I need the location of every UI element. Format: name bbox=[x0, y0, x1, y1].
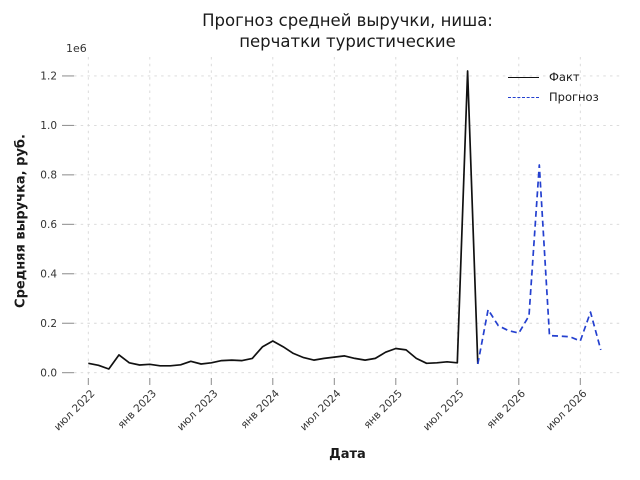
legend-entry-forecast: Прогноз bbox=[508, 87, 599, 107]
y-axis-offset-label: 1e6 bbox=[66, 42, 87, 55]
legend-label-forecast: Прогноз bbox=[549, 90, 599, 104]
x-axis-label: Дата bbox=[329, 447, 366, 462]
y-tick-label: 0.0 bbox=[40, 368, 57, 380]
x-tick-label: июл 2023 bbox=[175, 388, 221, 434]
x-tick-label: янв 2023 bbox=[115, 388, 158, 431]
x-tick-label: июл 2026 bbox=[544, 387, 590, 433]
fact-line-sample-icon bbox=[508, 76, 539, 78]
x-tick-label: июл 2022 bbox=[52, 388, 98, 434]
y-tick-label: 1.0 bbox=[40, 120, 57, 132]
y-tick-label: 0.6 bbox=[40, 219, 57, 231]
x-tick-label: июл 2025 bbox=[421, 388, 467, 434]
x-tick-label: янв 2026 bbox=[484, 387, 528, 431]
y-tick-label: 0.8 bbox=[40, 170, 57, 182]
fact-line bbox=[88, 70, 479, 370]
y-axis-label: Средняя выручка, руб. bbox=[13, 134, 29, 308]
forecast-line-sample-icon bbox=[508, 96, 539, 98]
y-tick-label: 1.2 bbox=[40, 71, 57, 83]
legend-label-fact: Факт bbox=[549, 70, 580, 84]
chart-title: Прогноз средней выручки, ниша: перчатки … bbox=[202, 11, 493, 51]
x-tick-label: янв 2025 bbox=[361, 388, 404, 431]
y-tick-label: 0.4 bbox=[40, 269, 57, 281]
legend: Факт Прогноз bbox=[508, 67, 599, 107]
legend-entry-fact: Факт bbox=[508, 67, 599, 87]
x-tick-label: июл 2024 bbox=[298, 387, 344, 433]
x-tick-label: янв 2024 bbox=[238, 387, 282, 431]
forecast-line bbox=[476, 164, 602, 365]
y-tick-label: 0.2 bbox=[40, 318, 57, 330]
